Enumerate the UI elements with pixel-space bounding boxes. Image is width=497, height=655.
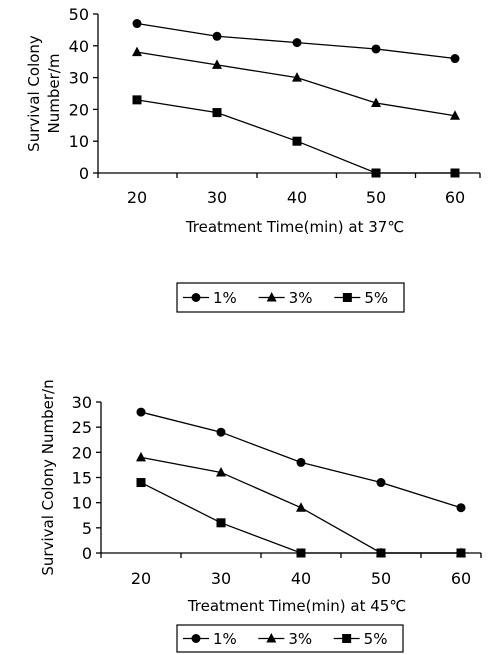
data-point-1pct [136, 407, 146, 417]
x-tick-label: 40 [287, 188, 307, 207]
data-point-1pct [292, 38, 302, 48]
data-point-5pct [371, 168, 381, 178]
data-point-1pct [450, 54, 460, 64]
y-axis-label: Survival Colony Number/n [39, 379, 57, 575]
x-tick-label: 50 [366, 188, 386, 207]
y-tick-label: 20 [72, 443, 92, 462]
data-point-1pct [212, 31, 222, 41]
data-point-5pct [450, 168, 460, 178]
y-tick-label: 0 [79, 164, 89, 183]
data-point-5pct [456, 548, 466, 558]
legend-label: 3% [288, 630, 312, 648]
series-line-5pct [136, 99, 455, 174]
x-tick-label: 50 [371, 569, 391, 588]
legend-marker [342, 634, 352, 643]
data-point-5pct [292, 136, 302, 146]
data-point-3pct [296, 502, 306, 512]
data-point-5pct [132, 95, 142, 105]
data-point-3pct [136, 451, 146, 462]
y-tick-label: 10 [72, 494, 92, 513]
data-point-3pct [450, 110, 460, 120]
x-tick-label: 40 [291, 569, 311, 588]
data-point-1pct [296, 457, 306, 467]
y-tick-label: 20 [69, 100, 89, 119]
data-point-5pct [216, 518, 226, 528]
y-tick-label: 10 [69, 132, 89, 151]
y-tick-label: 30 [72, 393, 92, 412]
y-axis-label: Survival Colony Number/m [25, 35, 63, 152]
legend-marker [266, 292, 277, 302]
data-point-5pct [376, 548, 386, 558]
y-tick-label: 30 [69, 69, 89, 88]
data-point-1pct [371, 44, 381, 54]
legend-marker [266, 633, 277, 643]
x-tick-label: 60 [445, 188, 465, 207]
data-point-5pct [296, 548, 306, 558]
x-axis-label: Treatment Time(min) at 37℃ [185, 218, 404, 236]
data-point-1pct [216, 427, 226, 437]
legend-label: 5% [364, 630, 388, 648]
legend-label: 5% [364, 289, 388, 307]
legend-marker [342, 293, 352, 302]
series-line-3pct [136, 51, 456, 117]
y-tick-label: 25 [72, 418, 92, 437]
data-point-3pct [132, 46, 142, 57]
x-tick-label: 30 [211, 569, 231, 588]
data-point-3pct [216, 466, 226, 477]
x-tick-label: 20 [131, 569, 151, 588]
y-tick-label: 40 [69, 37, 89, 56]
data-point-1pct [132, 19, 142, 29]
legend-label: 3% [289, 289, 313, 307]
legend-box [176, 282, 405, 313]
data-point-1pct [456, 503, 466, 513]
chart-1: 0 10 20 30 40 50 20 30 40 50 60 Treatment Time(min)… [25, 5, 481, 313]
y-tick-label: 5 [82, 519, 92, 538]
legend-label: 1% [213, 630, 237, 648]
y-tick-label: 0 [82, 544, 92, 563]
chart-2: 0 5 10 15 20 25 30 20 30 40 50 60 Treatment Time(min… [39, 379, 482, 653]
data-point-5pct [212, 108, 222, 118]
legend-marker [191, 293, 201, 302]
legend-box [176, 624, 404, 653]
x-tick-label: 20 [127, 188, 147, 207]
legend-label: 1% [213, 289, 237, 307]
legend-marker [191, 634, 201, 643]
y-tick-label: 15 [72, 469, 92, 488]
data-point-3pct [292, 72, 302, 82]
data-point-3pct [371, 97, 381, 108]
data-point-1pct [376, 478, 386, 488]
data-point-3pct [212, 59, 222, 69]
x-tick-label: 30 [207, 188, 227, 207]
x-tick-label: 60 [451, 569, 471, 588]
data-point-5pct [136, 478, 146, 488]
y-tick-label: 50 [69, 5, 89, 24]
x-axis-label: Treatment Time(min) at 45℃ [187, 597, 406, 615]
